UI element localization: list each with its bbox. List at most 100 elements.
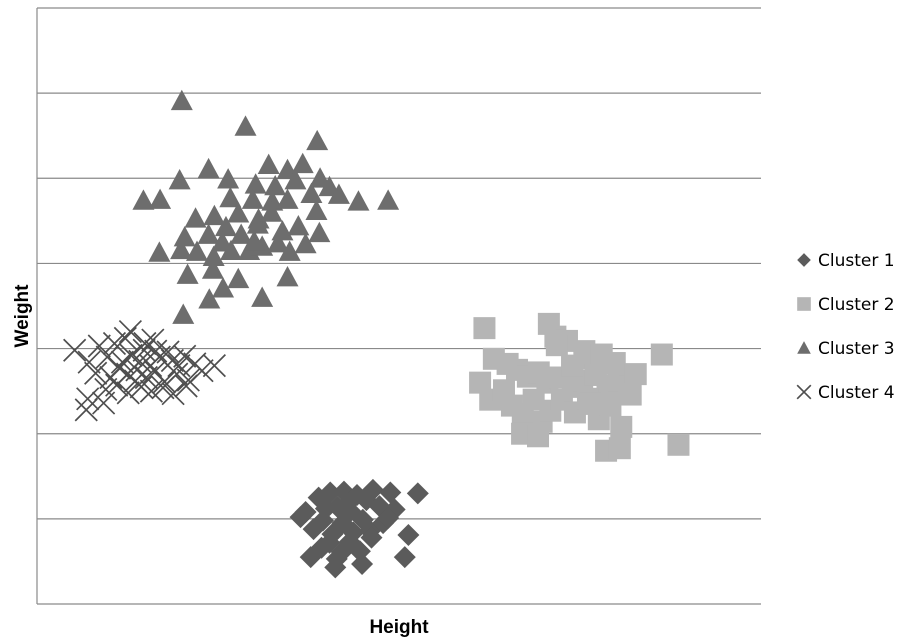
point-s3-19 xyxy=(241,188,264,209)
point-s2-8 xyxy=(603,352,626,375)
point-s2-36 xyxy=(599,394,622,417)
point-s3-5 xyxy=(257,153,280,175)
point-s4-1 xyxy=(63,338,87,362)
point-s1-36 xyxy=(314,497,337,520)
point-s3-46 xyxy=(202,245,225,266)
point-s4-26 xyxy=(176,368,200,392)
point-s1-12 xyxy=(383,498,406,521)
point-s3-47 xyxy=(220,239,243,261)
point-s4-21 xyxy=(125,358,149,382)
point-s3-11 xyxy=(244,173,267,194)
point-s4-3 xyxy=(113,326,137,350)
legend-marker-2 xyxy=(797,297,811,311)
point-s2-1 xyxy=(473,317,496,340)
point-s2-44 xyxy=(545,334,568,357)
legend-marker-3 xyxy=(797,341,811,354)
legend-item-2: Cluster 2 xyxy=(797,295,895,315)
point-s3-33 xyxy=(173,226,196,247)
series-2 xyxy=(469,312,690,462)
point-s4-8 xyxy=(95,345,119,369)
point-s3-1 xyxy=(170,89,193,111)
x-axis-title: Height xyxy=(369,617,429,638)
point-s3-7 xyxy=(291,152,314,174)
point-s4-6 xyxy=(156,340,180,364)
point-s4-30 xyxy=(105,373,129,397)
point-s2-40 xyxy=(527,425,550,448)
point-s4-2 xyxy=(87,334,111,358)
point-s2-24 xyxy=(469,371,492,394)
point-s3-34 xyxy=(197,223,220,244)
point-s3-42 xyxy=(308,221,331,243)
y-axis-title: Weight xyxy=(12,284,33,348)
point-s4-44 xyxy=(167,353,191,378)
point-s3-2 xyxy=(234,115,257,136)
point-s3-20 xyxy=(261,190,284,211)
legend: Cluster 1 Cluster 2 Cluster 3 Cluster 4 xyxy=(796,251,895,403)
point-s3-10 xyxy=(217,168,240,189)
point-s3-56 xyxy=(201,258,224,279)
point-s2-43 xyxy=(667,433,690,456)
point-s3-3 xyxy=(306,129,329,151)
point-s3-55 xyxy=(172,303,195,324)
point-s3-48 xyxy=(243,230,266,251)
point-s3-32 xyxy=(305,199,328,220)
point-s3-26 xyxy=(203,204,226,226)
point-s3-36 xyxy=(230,223,253,244)
legend-label-2: Cluster 2 xyxy=(818,295,895,315)
point-s3-54 xyxy=(251,286,274,307)
series-1 xyxy=(289,478,429,579)
point-s3-13 xyxy=(284,168,307,190)
point-s3-49 xyxy=(176,263,199,284)
legend-label-3: Cluster 3 xyxy=(818,339,895,359)
point-s2-46 xyxy=(579,392,602,415)
point-s2-42 xyxy=(608,437,631,460)
point-s3-31 xyxy=(287,214,310,236)
point-s3-23 xyxy=(347,190,370,211)
point-s1-31 xyxy=(397,524,420,547)
point-s2-29 xyxy=(522,388,545,411)
point-s4-43 xyxy=(132,338,156,362)
point-s4-24 xyxy=(152,370,177,394)
point-s3-39 xyxy=(267,231,290,253)
point-s1-21 xyxy=(377,507,400,530)
point-s4-36 xyxy=(174,374,198,398)
point-s3-8 xyxy=(309,167,332,188)
legend-marker-1 xyxy=(797,253,811,267)
legend-item-4: Cluster 4 xyxy=(796,383,895,403)
point-s1-33 xyxy=(406,482,429,505)
point-s4-39 xyxy=(74,398,98,422)
legend-marker-4 xyxy=(796,384,812,400)
point-s3-43 xyxy=(148,241,171,262)
point-s4-34 xyxy=(151,376,175,400)
point-s1-30 xyxy=(393,546,416,569)
point-s3-9 xyxy=(168,168,191,190)
point-s3-28 xyxy=(227,202,250,223)
point-s4-40 xyxy=(123,369,148,393)
point-s3-58 xyxy=(260,201,283,222)
series-3 xyxy=(132,89,400,324)
point-s4-28 xyxy=(202,353,226,378)
point-s2-37 xyxy=(610,415,633,438)
point-s3-50 xyxy=(212,277,235,298)
point-s4-17 xyxy=(84,361,108,385)
point-s2-9 xyxy=(650,343,673,366)
point-s4-41 xyxy=(102,331,127,356)
point-s2-45 xyxy=(561,354,584,377)
point-s1-11 xyxy=(379,481,402,504)
point-s3-27 xyxy=(214,215,237,237)
point-s3-24 xyxy=(377,189,400,210)
point-s4-7 xyxy=(77,350,101,374)
point-s4-37 xyxy=(76,387,100,411)
gridlines xyxy=(37,7,761,520)
point-s3-45 xyxy=(186,240,209,261)
point-s2-38 xyxy=(619,383,642,406)
point-s1-37 xyxy=(336,492,359,515)
point-s3-18 xyxy=(219,186,242,208)
point-s1-29 xyxy=(360,526,383,549)
point-s1-32 xyxy=(324,556,347,579)
point-s3-4 xyxy=(197,157,220,179)
point-s3-40 xyxy=(278,240,301,261)
series-4 xyxy=(63,319,226,422)
point-s3-51 xyxy=(227,267,250,289)
